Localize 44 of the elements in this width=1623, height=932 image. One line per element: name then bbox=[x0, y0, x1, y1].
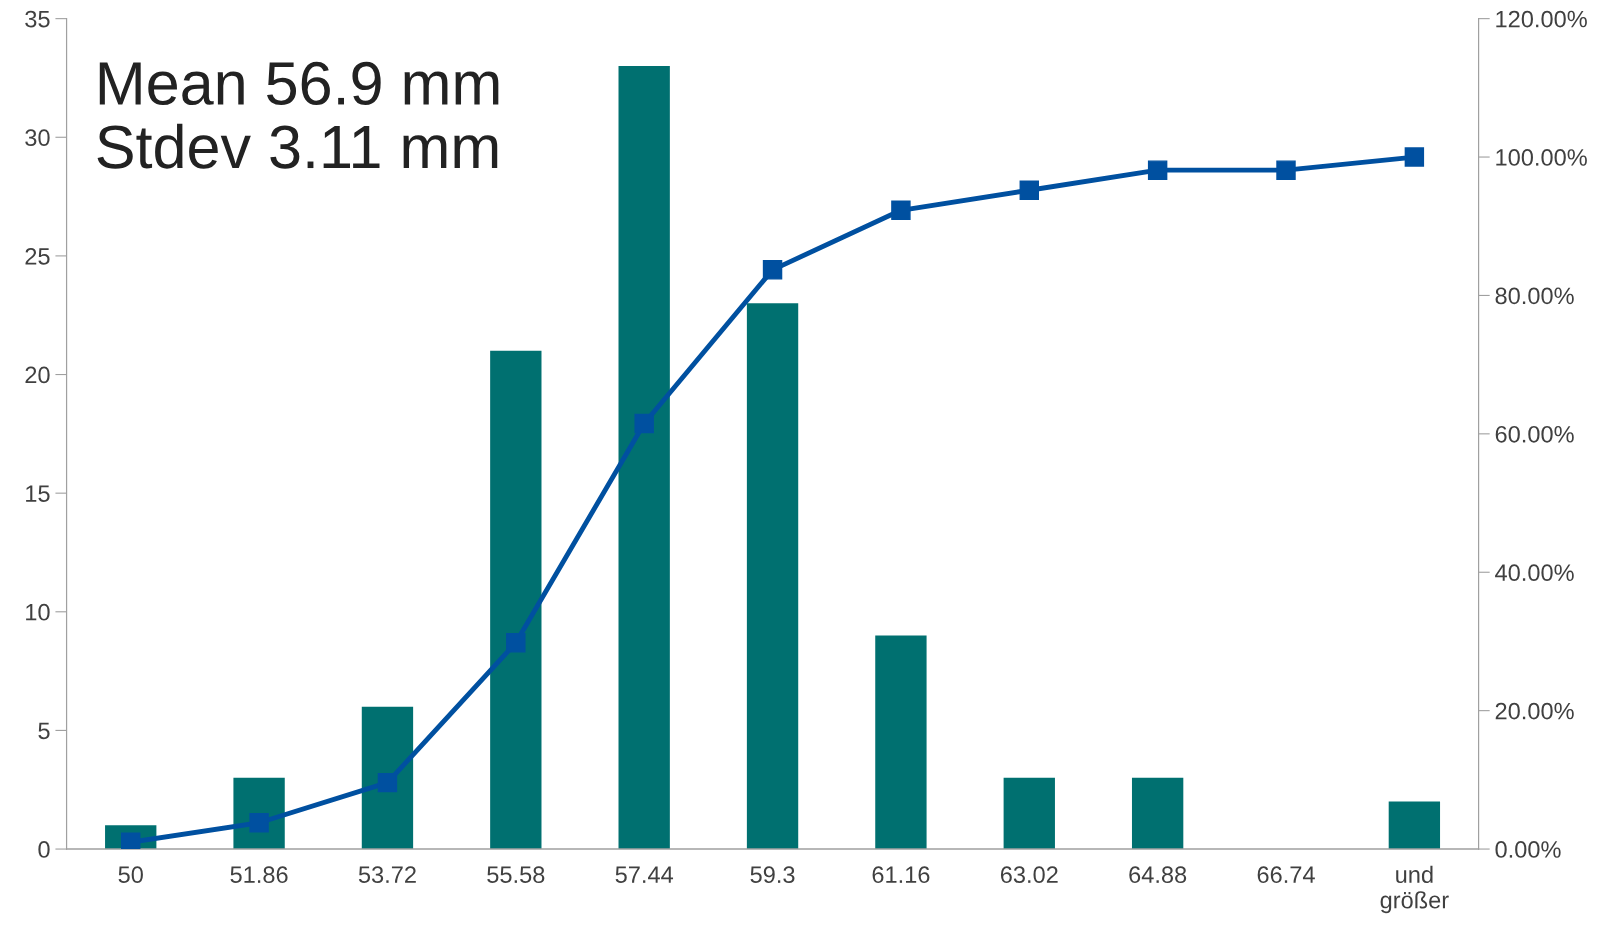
y2-tick-label: 80.00% bbox=[1495, 287, 1574, 305]
point bbox=[1147, 160, 1168, 180]
y-tick-label: 35 bbox=[25, 10, 50, 28]
y-tick-label: 5 bbox=[38, 722, 50, 740]
y-tick-label: 15 bbox=[26, 485, 50, 502]
x-tick-label: 55.58 bbox=[487, 866, 545, 884]
bar bbox=[1003, 777, 1055, 850]
y2-tick-label: 0.00% bbox=[1495, 841, 1561, 858]
y-tick-label: 10 bbox=[26, 603, 50, 621]
point bbox=[762, 260, 783, 280]
y2-tick-label: 60.00% bbox=[1495, 425, 1574, 443]
bar bbox=[490, 350, 542, 850]
x-tick-label: 64.88 bbox=[1129, 866, 1187, 884]
point bbox=[1276, 160, 1296, 180]
x-tick-label: 51.86 bbox=[230, 866, 288, 884]
bar bbox=[1388, 801, 1441, 850]
point bbox=[1404, 147, 1425, 167]
bar bbox=[1131, 777, 1184, 850]
bar bbox=[875, 635, 927, 850]
bar bbox=[618, 66, 670, 850]
y-tick-label: 30 bbox=[25, 129, 50, 147]
point bbox=[634, 413, 654, 434]
x-tick-label: und größer bbox=[1380, 865, 1449, 914]
x-tick-label: 50 bbox=[118, 866, 143, 884]
x-tick-label: 66.74 bbox=[1257, 866, 1315, 884]
x-tick-label: 57.44 bbox=[615, 866, 674, 884]
point bbox=[377, 772, 398, 793]
x-tick-label: 59.3 bbox=[750, 866, 795, 884]
y2-tick-label: 100.00% bbox=[1496, 149, 1587, 166]
bar bbox=[746, 303, 799, 850]
y-tick-label: 20 bbox=[25, 366, 50, 384]
point bbox=[506, 633, 526, 653]
y2-tick-label: 40.00% bbox=[1495, 564, 1574, 582]
point bbox=[1019, 180, 1040, 200]
y2-tick-label: 120.00% bbox=[1496, 10, 1587, 28]
x-tick-label: 63.02 bbox=[1000, 866, 1058, 884]
y-tick-label: 25 bbox=[25, 247, 50, 265]
bar bbox=[361, 706, 414, 850]
x-tick-label: 53.72 bbox=[358, 866, 416, 884]
y-tick-label: 0 bbox=[38, 841, 50, 858]
point bbox=[891, 200, 911, 221]
y2-tick-label: 20.00% bbox=[1495, 702, 1574, 720]
annotation: Mean 56.9 mm Stdev 3.11 mm bbox=[97, 61, 499, 169]
x-tick-label: 61.16 bbox=[872, 866, 930, 884]
